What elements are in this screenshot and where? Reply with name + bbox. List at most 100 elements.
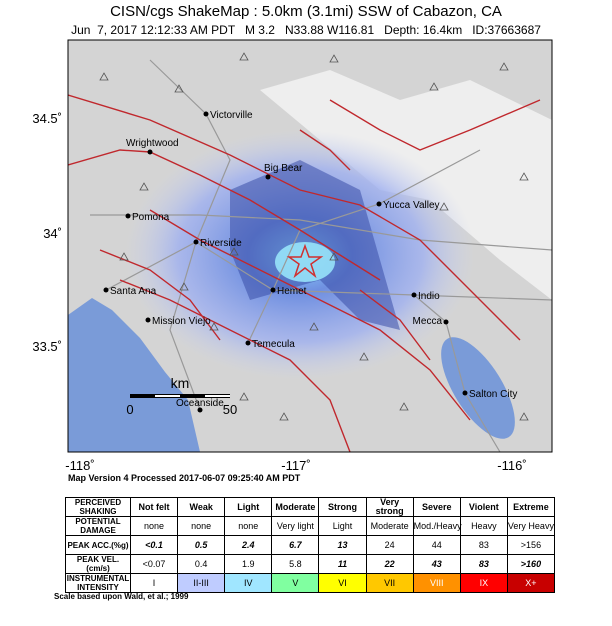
- table-cell: 24: [365, 535, 414, 555]
- table-cell: Very strong: [365, 497, 414, 517]
- table-cell: 5.8: [271, 554, 320, 574]
- ocean: [68, 298, 200, 452]
- city-dot: [443, 319, 449, 325]
- intensity-table: PERCEIVED SHAKING Not felt Weak Light Modera…: [65, 497, 556, 593]
- city-label: Hemet: [277, 286, 307, 297]
- city-label: Big Bear: [264, 163, 303, 174]
- table-cell: Strong: [318, 497, 367, 517]
- subtitle: Jun 7, 2017 12:12:33 AM PDT M 3.2 N33.88…: [71, 23, 541, 37]
- map-body: [68, 40, 552, 452]
- table-cell: Extreme: [506, 497, 556, 517]
- city-label: Wrightwood: [126, 138, 179, 149]
- city-label: Pomona: [132, 212, 170, 223]
- labels: 34.5˚ 34˚ 33.5˚ -118˚ -117˚ -116˚ Victorville W…: [32, 110, 526, 473]
- table-cell: 6.7: [271, 535, 320, 555]
- city-dot: [265, 174, 271, 180]
- table-row: INSTRUMENTAL INTENSITY I II-III IV V VI VII VII…: [65, 573, 556, 593]
- city-dot: [376, 201, 382, 207]
- table-cell: Weak: [177, 497, 226, 517]
- row-header: PERCEIVED SHAKING: [65, 497, 131, 517]
- epicenter: [286, 243, 324, 279]
- table-cell: VII: [365, 573, 414, 593]
- city-dot: [103, 287, 109, 293]
- city-label: Indio: [418, 291, 440, 302]
- scale-tick: 50: [223, 402, 237, 417]
- table-cell: VIII: [412, 573, 461, 593]
- table-cell: 1.9: [224, 554, 273, 574]
- title: CISN/cgs ShakeMap : 5.0km (3.1mi) SSW of…: [110, 3, 502, 20]
- table-cell: Light: [318, 516, 367, 536]
- table-cell: Violent: [459, 497, 508, 517]
- city-dot: [145, 317, 151, 323]
- table-cell: 83: [459, 554, 508, 574]
- lat-label: 33.5˚: [32, 339, 62, 354]
- lon-label: -118˚: [65, 458, 94, 473]
- table-cell: Severe: [412, 497, 461, 517]
- city-label: Victorville: [210, 110, 253, 121]
- table-cell: Moderate: [365, 516, 414, 536]
- stations: [99, 52, 529, 421]
- city-dot: [270, 287, 276, 293]
- table-cell: 13: [318, 535, 367, 555]
- city-label: Riverside: [200, 238, 242, 249]
- lat-label: 34.5˚: [32, 111, 62, 126]
- table-row: PEAK ACC.(%g) <0.1 0.5 2.4 6.7 13 24 44 83 >156: [65, 535, 556, 555]
- city-dot: [462, 390, 468, 396]
- table-row: POTENTIAL DAMAGE none none none Very light Li…: [65, 516, 556, 536]
- city-dot: [197, 407, 203, 413]
- table-cell: Mod./Heavy: [412, 516, 462, 536]
- city-label: Oceanside: [176, 398, 224, 409]
- row-header: PEAK ACC.(%g): [65, 535, 131, 555]
- city-label: Temecula: [252, 339, 295, 350]
- table-cell: 2.4: [224, 535, 273, 555]
- table-cell: none: [129, 516, 179, 536]
- footnote: Scale based upon Wald, et al.; 1999: [54, 592, 189, 601]
- table-cell: Heavy: [459, 516, 508, 536]
- table-cell: Very Heavy: [506, 516, 556, 536]
- table-cell: X+: [506, 573, 556, 593]
- table-row: PEAK VEL.(cm/s) <0.07 0.4 1.9 5.8 11 22 43 83 >16…: [65, 554, 556, 574]
- lon-label: -117˚: [281, 458, 310, 473]
- table-cell: <0.1: [129, 535, 179, 555]
- city-label: Mecca: [413, 316, 443, 327]
- table-cell: IV: [224, 573, 273, 593]
- table-cell: 44: [412, 535, 461, 555]
- lon-label: -116˚: [497, 458, 526, 473]
- table-cell: none: [224, 516, 273, 536]
- city-dot: [125, 213, 131, 219]
- city-dot: [193, 239, 199, 245]
- table-cell: Very light: [271, 516, 320, 536]
- table-cell: II-III: [177, 573, 226, 593]
- table-cell: VI: [318, 573, 367, 593]
- table-cell: Not felt: [129, 497, 179, 517]
- scale-bar-seg: [205, 395, 230, 397]
- table-cell: Light: [224, 497, 273, 517]
- table-cell: I: [129, 573, 179, 593]
- city-label: Salton City: [469, 389, 517, 400]
- version: Map Version 4 Processed 2017-06-07 09:25…: [68, 473, 301, 483]
- table-cell: IX: [459, 573, 508, 593]
- row-header: PEAK VEL.(cm/s): [65, 554, 131, 574]
- map: 34.5˚ 34˚ 33.5˚ -118˚ -117˚ -116˚ Victorville W…: [32, 39, 553, 473]
- row-header: POTENTIAL DAMAGE: [65, 516, 131, 536]
- table-cell: >156: [506, 535, 556, 555]
- city-label: Yucca Valley: [383, 200, 440, 211]
- city-dot: [245, 340, 251, 346]
- table-cell: 22: [365, 554, 414, 574]
- table-cell: V: [271, 573, 320, 593]
- city-label: Mission Viejo: [152, 316, 211, 327]
- scale-unit: km: [171, 375, 190, 391]
- row-header: INSTRUMENTAL INTENSITY: [65, 573, 131, 593]
- table-cell: Moderate: [271, 497, 320, 517]
- table-cell: none: [177, 516, 226, 536]
- table-cell: 83: [459, 535, 508, 555]
- scale-tick: 0: [126, 402, 133, 417]
- scale-bar-seg: [155, 395, 180, 397]
- table-cell: 11: [318, 554, 367, 574]
- city-dot: [147, 149, 153, 155]
- map-frame: [67, 39, 553, 453]
- city-dot: [203, 111, 209, 117]
- table-cell: >160: [506, 554, 556, 574]
- table-cell: <0.07: [129, 554, 179, 574]
